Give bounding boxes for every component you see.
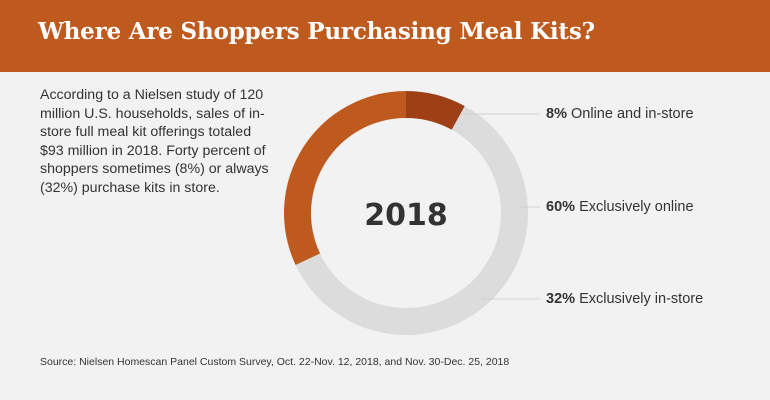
leader-lines (462, 113, 540, 300)
page-title: Where Are Shoppers Purchasing Meal Kits? (38, 18, 595, 45)
slice-online-and-instore (406, 91, 465, 130)
legend-exclusively-instore: 32% Exclusively in-store (546, 291, 703, 307)
source-note: Source: Nielsen Homescan Panel Custom Su… (40, 356, 510, 368)
legend-pct: 60% (546, 199, 576, 215)
legend-pct: 8% (546, 106, 567, 122)
legend-label: Exclusively in-store (579, 291, 704, 307)
legend-label: Online and in-store (571, 106, 694, 122)
description-text: According to a Nielsen study of 120 mill… (40, 87, 269, 196)
legend-label: Exclusively online (579, 199, 694, 215)
legend-pct: 32% (546, 291, 576, 307)
header-banner: Where Are Shoppers Purchasing Meal Kits? (0, 0, 770, 72)
center-year-label: 2018 (364, 198, 448, 233)
donut-slices (284, 91, 528, 336)
slice-exclusively-instore (284, 91, 406, 265)
legend-online-and-instore: 8% Online and in-store (546, 106, 694, 122)
legend-exclusively-online: 60% Exclusively online (546, 199, 694, 215)
